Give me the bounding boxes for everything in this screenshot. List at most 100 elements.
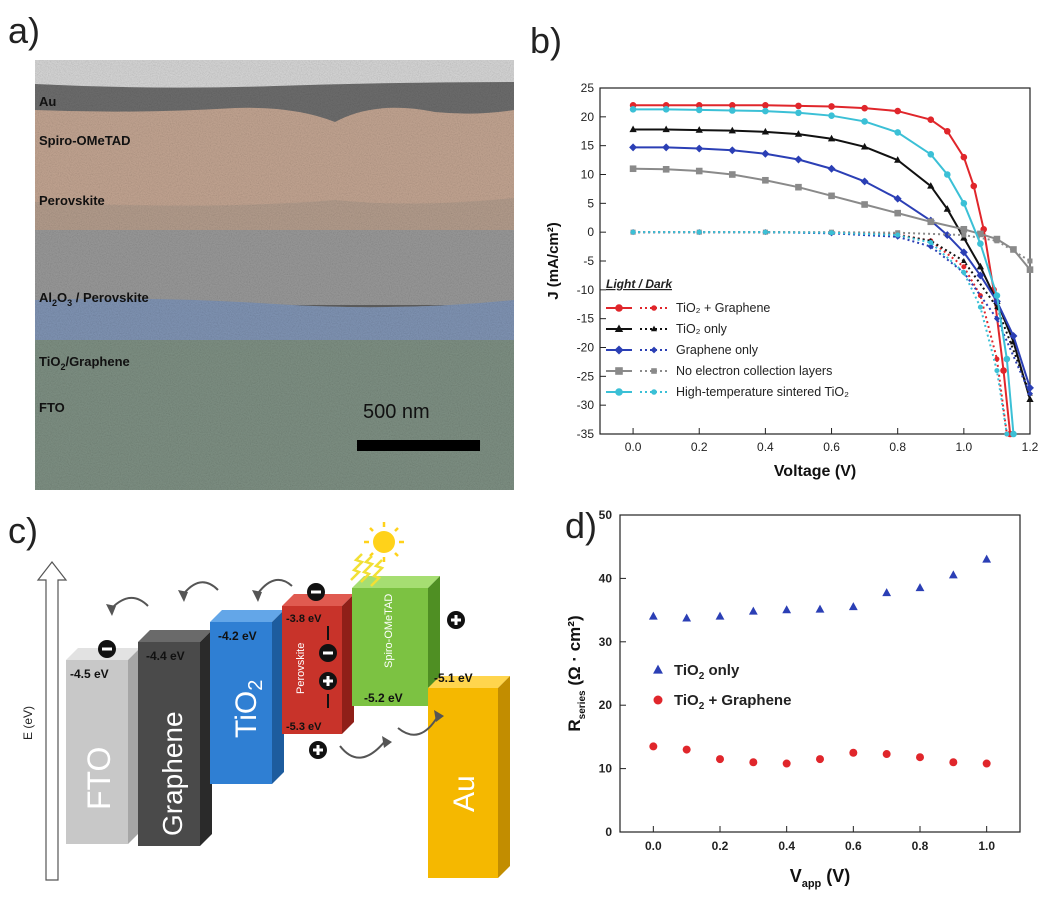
data-point: [795, 102, 802, 110]
legend-label: No electron collection layers: [676, 364, 832, 378]
layer-label-tio2: TiO2/Graphene: [39, 354, 130, 372]
y-tick-label: -10: [577, 283, 595, 297]
data-point: [795, 183, 802, 191]
data-point: [860, 142, 869, 150]
y-axis-label: Rseries (Ω · cm²): [565, 615, 588, 731]
y-tick-label: 0: [587, 225, 594, 239]
data-point: [629, 165, 637, 173]
energy-perovskite-bottom: -5.3 eV: [286, 721, 322, 733]
legend-marker: [650, 346, 658, 354]
data-point: [928, 240, 934, 246]
block-label-fto: FTO: [81, 747, 117, 810]
plot-frame: [619, 514, 1021, 833]
data-point: [829, 230, 835, 236]
data-point: [648, 611, 658, 620]
data-point: [682, 613, 692, 622]
y-tick-label: 0: [605, 825, 612, 839]
x-tick-label: 0.0: [645, 839, 662, 853]
data-point: [729, 107, 736, 114]
layer-tio2-graphene: [35, 298, 514, 350]
block-tio2: TiO2 -4.2 eV: [210, 610, 284, 784]
x-tick-label: 0.2: [691, 440, 708, 454]
block-au: Au -5.1 eV: [428, 671, 510, 878]
data-point: [960, 153, 968, 161]
hole-transfer-arrow-icon: [397, 715, 439, 736]
data-point: [993, 292, 1001, 299]
data-point: [961, 258, 967, 263]
data-point: [961, 264, 967, 270]
data-point: [662, 125, 670, 133]
data-point: [993, 315, 1000, 322]
legend-marker: [651, 389, 657, 395]
data-point: [960, 225, 968, 233]
y-tick-label: -30: [577, 398, 595, 412]
data-point: [982, 554, 992, 563]
data-point: [816, 755, 824, 764]
x-tick-label: 1.0: [978, 839, 995, 853]
legend-label: TiO₂ + Graphene: [676, 301, 770, 315]
y-tick-label: 20: [599, 698, 613, 712]
block-label-spiro: Spiro-OMeTAD: [383, 594, 395, 668]
legend-marker: [615, 304, 623, 312]
data-point: [943, 205, 951, 212]
data-point: [662, 166, 670, 173]
x-tick-label: 1.2: [1022, 440, 1039, 454]
legend-label: TiO2 + Graphene: [674, 692, 791, 712]
y-tick-label: -25: [577, 369, 595, 383]
data-point: [927, 218, 935, 226]
layer-label-fto: FTO: [39, 400, 65, 415]
data-point: [894, 156, 902, 163]
data-point: [695, 167, 703, 175]
light-rays-icon: [350, 553, 385, 587]
energy-graphene: -4.4 eV: [146, 649, 185, 663]
legend-marker: [651, 368, 657, 374]
y-tick-label: 20: [581, 110, 595, 124]
data-point: [782, 759, 791, 768]
energy-spiro: -5.2 eV: [364, 691, 403, 705]
block-label-perovskite: Perovskite: [295, 643, 307, 694]
data-point: [695, 102, 703, 109]
energy-au: -5.1 eV: [434, 671, 473, 685]
data-point: [944, 171, 951, 178]
x-tick-label: 0.6: [823, 440, 840, 454]
data-point: [960, 200, 968, 207]
data-point: [695, 106, 703, 114]
legend-marker: [651, 305, 657, 311]
data-point: [944, 127, 951, 135]
data-point: [977, 230, 984, 238]
data-point: [815, 604, 825, 613]
x-tick-label: 0.6: [845, 839, 862, 853]
data-point: [882, 588, 892, 597]
data-point: [861, 104, 868, 112]
data-point: [970, 182, 978, 190]
data-point: [977, 293, 983, 299]
y-tick-label: 15: [581, 139, 595, 153]
electron-icon: [98, 640, 116, 658]
data-point: [894, 209, 901, 217]
hole-icon: [447, 611, 465, 629]
data-point: [729, 171, 736, 178]
data-point: [762, 229, 768, 235]
x-tick-label: 0.2: [712, 839, 729, 853]
x-tick-label: 0.8: [889, 440, 906, 454]
x-axis-label: Vapp (V): [790, 866, 851, 890]
legend-marker: [615, 388, 623, 396]
plot-frame: [599, 87, 1031, 435]
data-point: [630, 229, 636, 235]
data-point: [1009, 332, 1018, 340]
data-point: [1026, 395, 1034, 403]
data-point: [1026, 266, 1034, 273]
data-point: [629, 125, 637, 133]
hole-icon: [309, 741, 327, 759]
electron-icon: [307, 583, 325, 601]
block-perovskite: Perovskite -3.8 eV -5.3 eV: [282, 594, 354, 734]
data-point: [782, 605, 792, 614]
data-point: [927, 182, 935, 189]
energy-fto: -4.5 eV: [70, 667, 109, 681]
data-point: [961, 232, 967, 238]
data-point: [927, 116, 935, 124]
data-point: [827, 134, 836, 142]
y-axis-label: J (mA/cm²): [545, 222, 562, 300]
legend-marker: [653, 664, 663, 674]
data-point: [982, 759, 991, 768]
